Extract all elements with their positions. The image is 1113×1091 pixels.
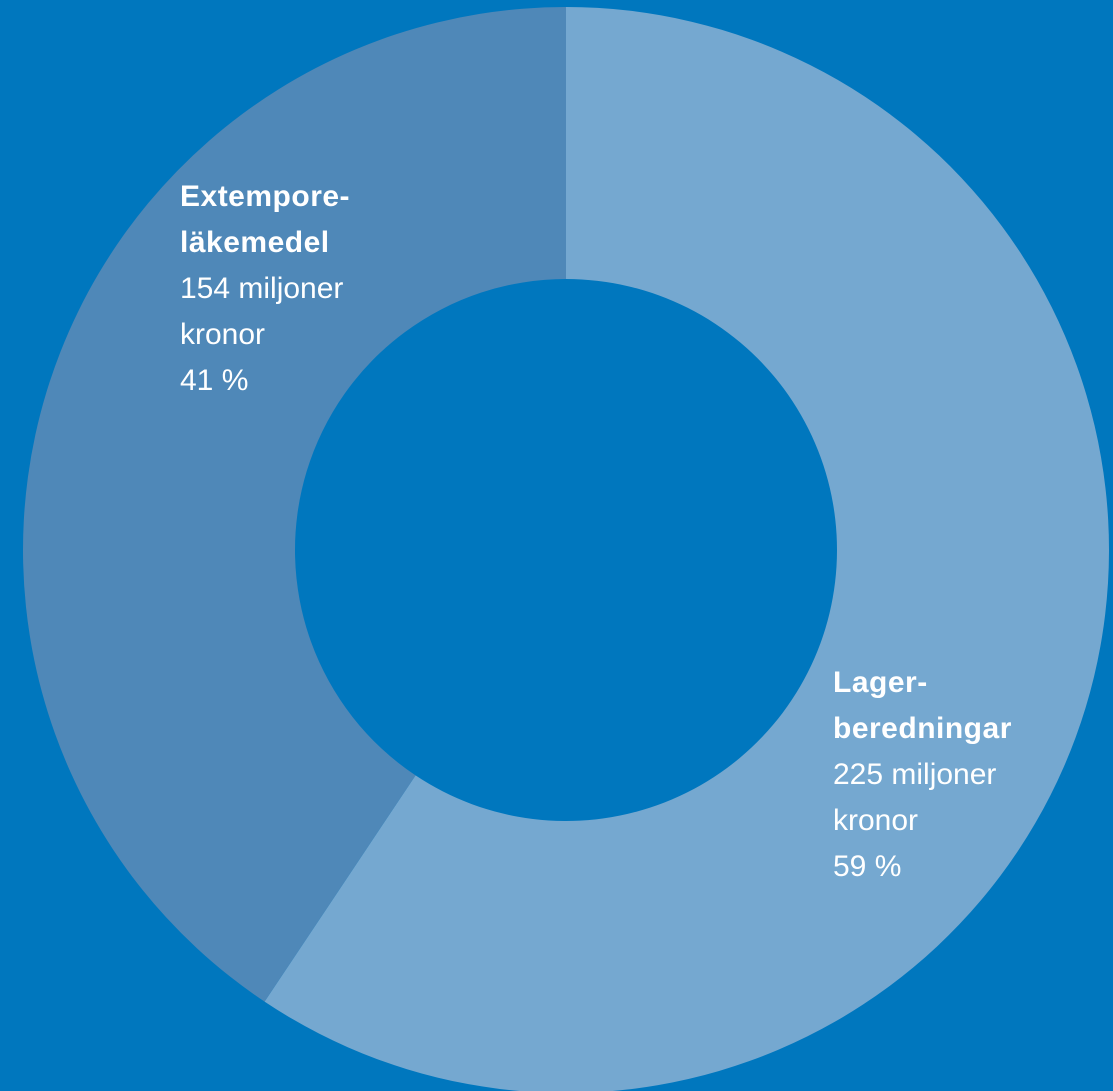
donut-slice: [264, 7, 1109, 1091]
slice-label: Lager- beredningar 225 miljoner kronor 5…: [833, 660, 1058, 890]
value-label: 225 miljoner kronor: [833, 758, 997, 837]
value-label: 154 miljoner kronor: [180, 272, 344, 351]
percent-label: 59 %: [833, 850, 902, 883]
category-label: Extempore- läkemedel: [180, 180, 351, 259]
donut-slice: [22, 7, 566, 1002]
category-label: Lager- beredningar: [833, 666, 1012, 745]
slice-label: Extempore- läkemedel 154 miljoner kronor…: [180, 174, 395, 404]
percent-label: 41 %: [180, 364, 249, 397]
